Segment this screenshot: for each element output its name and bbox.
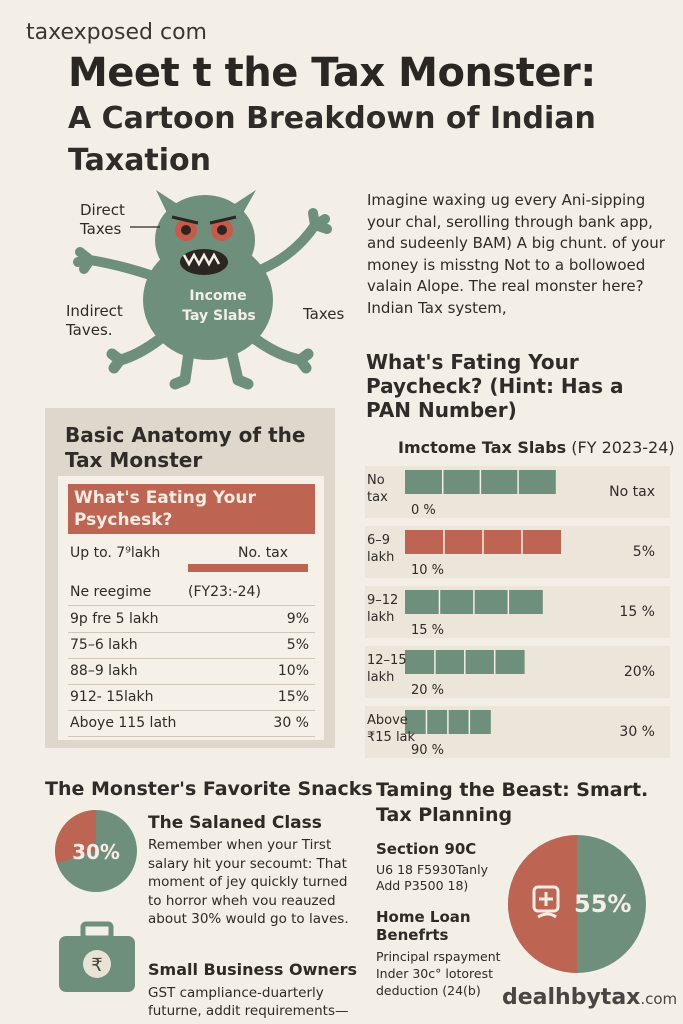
row-label: Up to. 7⁹lakh (70, 545, 161, 561)
footer-site-main: dealhbytax (502, 985, 641, 1010)
label-taxes: Taxes (303, 305, 345, 323)
category-label: lakh (367, 670, 394, 685)
rate-label: 30 % (619, 724, 655, 740)
belly-label-line2: Tay Slabs (182, 308, 256, 324)
regime-year: (FY23:-24) (188, 584, 261, 600)
chart-title: Imctome Tax Slabs (FY 2023-24) (398, 438, 675, 457)
row-label: 75–6 lakh (70, 637, 138, 653)
percent-label: 10 % (411, 563, 444, 578)
anatomy-row-up-to: Up to. 7⁹lakh No. tax (68, 542, 315, 572)
row-label: 9p fre 5 lakh (70, 611, 159, 627)
percent-label: 20 % (411, 683, 444, 698)
anatomy-title: Basic Anatomy of the Tax Monster (65, 423, 306, 472)
site-name-header: taxexposed com (26, 20, 207, 45)
anatomy-panel: Basic Anatomy of the Tax Monster What's … (45, 408, 335, 748)
row-value: No. tax (238, 545, 289, 561)
anatomy-table: What's Eating Your Psychesk? Up to. 7⁹la… (58, 476, 324, 740)
category-label: ₹15 lak (367, 730, 416, 745)
rate-label: 5% (633, 544, 655, 560)
anatomy-row-regime: Ne reegime (FY23:-24) (68, 581, 315, 606)
rate-label: No tax (609, 484, 655, 500)
pie-55-icon (508, 835, 646, 973)
category-label: 6–9 (367, 533, 390, 548)
category-label: No (367, 473, 385, 488)
svg-text:₹: ₹ (91, 955, 102, 976)
category-label: Above (367, 713, 408, 728)
row-value: 9% (286, 611, 309, 627)
anatomy-row: 9p fre 5 lakh 9% (68, 608, 315, 633)
category-label: tax (367, 490, 388, 505)
briefcase-icon: ₹ (55, 920, 140, 995)
site-name-footer: dealhbytax.com (502, 985, 677, 1010)
label-direct-taxes: Direct Taxes (80, 201, 125, 238)
chart-title-rest: (FY 2023-24) (566, 438, 675, 457)
row-label: 912- 15lakh (70, 689, 154, 705)
row-value: 10% (277, 663, 309, 679)
pie-55-label: 55% (574, 890, 632, 918)
row-value: 15% (277, 689, 309, 705)
regime-label: Ne reegime (70, 584, 152, 600)
monster-icon (73, 190, 332, 390)
intro-paragraph: Imagine waxing ug every Ani-sipping your… (367, 191, 665, 317)
salaried-class-title: The Salaned Class (148, 813, 322, 833)
footer-site-tld: .com (640, 990, 678, 1008)
rate-label: 20% (624, 664, 655, 680)
page-title: Meet t the Tax Monster: (68, 50, 596, 96)
percent-label: 90 % (411, 743, 444, 758)
tax-monster-illustration: Direct Taxes Indirect Taves. Taxes Incom… (60, 185, 360, 390)
category-label: 9–12 (367, 593, 398, 608)
pie-slice (55, 810, 96, 864)
percent-label: 15 % (411, 623, 444, 638)
snacks-title: The Monster's Favorite Snacks (45, 778, 373, 800)
taming-title: Taming the Beast: Smart. Tax Planning (376, 779, 649, 826)
category-label: lakh (367, 610, 394, 625)
section-80c-title: Section 90C (376, 840, 477, 858)
pie-30-label: 30% (72, 840, 120, 864)
row-value: 5% (286, 637, 309, 653)
category-label: 12–15 (367, 653, 407, 668)
rate-label: 15 % (619, 604, 655, 620)
row-label: 88–9 lakh (70, 663, 138, 679)
label-indirect-taxes: Indirect Taves. (66, 302, 123, 339)
tax-slab-bar-chart: No tax No tax 0 % 6–9 lakh 5% 10 % 9–12 lakh 15 % 1… (365, 466, 670, 758)
pie-30-icon (55, 810, 137, 892)
anatomy-row: 912- 15lakh 15% (68, 686, 315, 711)
row-value: 30 % (273, 715, 309, 731)
no-tax-bar (188, 564, 308, 572)
belly-label-line1: Income (189, 288, 247, 304)
category-label: lakh (367, 550, 394, 565)
anatomy-row: Aboye 115 lath 30 % (68, 712, 315, 737)
pie-55-chart: 55% (508, 835, 646, 973)
small-business-text: GST campliance-duarterly futurne, addit … (148, 985, 349, 1019)
section-80c-text: U6 18 F5930Tanly Add P3500 18) (376, 862, 488, 893)
pie-30-chart: 30% (55, 810, 137, 892)
row-label: Aboye 115 lath (70, 715, 177, 731)
percent-label: 0 % (411, 503, 436, 518)
anatomy-banner: What's Eating Your Psychesk? (68, 484, 315, 534)
anatomy-row: 88–9 lakh 10% (68, 660, 315, 685)
chart-section-heading: What's Fating Your Paycheck? (Hint: Has … (366, 350, 624, 422)
home-loan-text: Principal rspayment Inder 30c° lotorest … (376, 949, 501, 998)
home-loan-title: Home Loan Benefrts (376, 908, 471, 944)
small-business-title: Small Business Owners (148, 960, 358, 979)
salaried-class-text: Remember when your Tirst salary hit your… (148, 837, 349, 927)
chart-title-bold: Imctome Tax Slabs (398, 438, 567, 457)
anatomy-row: 75–6 lakh 5% (68, 634, 315, 659)
page-subtitle: A Cartoon Breakdown of Indian Taxation (68, 101, 596, 178)
